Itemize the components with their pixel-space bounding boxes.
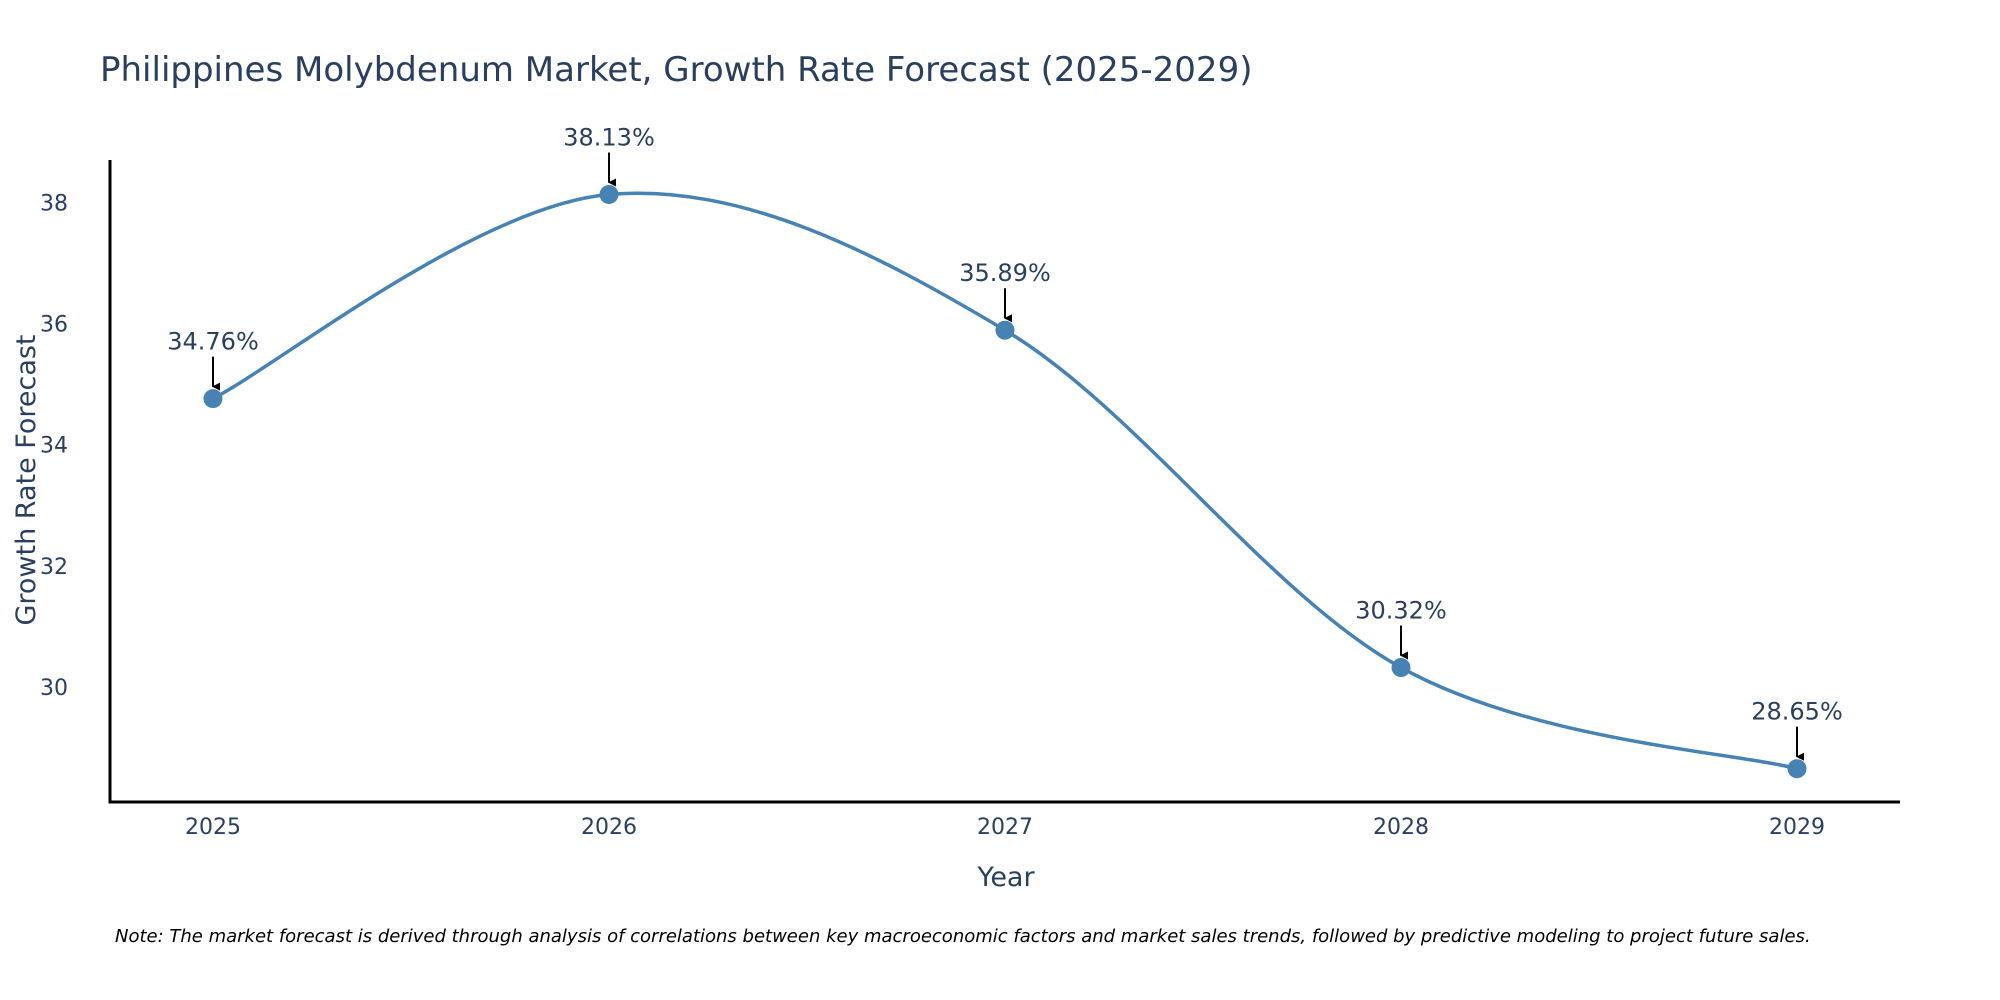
x-axis-title: Year	[976, 862, 1035, 893]
data-label: 30.32%	[1355, 597, 1447, 625]
x-tick-label: 2029	[1769, 815, 1825, 840]
data-point	[995, 320, 1015, 340]
data-label: 34.76%	[167, 328, 259, 356]
y-tick-label: 34	[40, 434, 68, 459]
data-label: 38.13%	[563, 124, 655, 152]
y-tick-label: 36	[40, 313, 68, 338]
data-point	[203, 389, 223, 409]
data-annotations: 34.76% 38.13% 35.89% 30.32% 28.65%	[167, 124, 1843, 761]
data-point	[599, 185, 619, 205]
chart-note: Note: The market forecast is derived thr…	[115, 926, 1811, 947]
y-axis-ticks: 30 32 34 36 38	[40, 191, 68, 701]
y-axis-title: Growth Rate Forecast	[11, 334, 42, 625]
x-tick-label: 2028	[1373, 815, 1429, 840]
data-point	[1391, 658, 1411, 678]
y-tick-label: 32	[40, 555, 68, 580]
y-tick-label: 38	[40, 191, 68, 216]
data-point	[1787, 759, 1807, 779]
x-tick-label: 2025	[185, 815, 241, 840]
y-tick-label: 30	[40, 676, 68, 701]
data-label: 28.65%	[1751, 698, 1843, 726]
x-axis-ticks: 2025 2026 2027 2028 2029	[185, 815, 1825, 840]
axes	[108, 160, 1900, 804]
x-tick-label: 2026	[581, 815, 637, 840]
x-tick-label: 2027	[977, 815, 1033, 840]
data-markers	[203, 185, 1807, 779]
chart-title: Philippines Molybdenum Market, Growth Ra…	[100, 50, 1252, 90]
data-label: 35.89%	[959, 259, 1051, 287]
